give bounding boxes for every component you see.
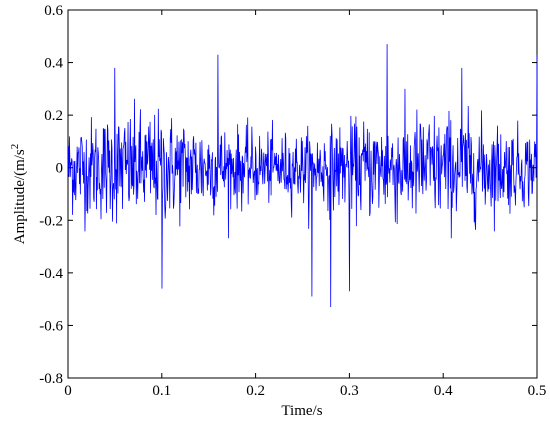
y-tick-label: -0.6 xyxy=(39,318,63,334)
x-tick-label: 0.4 xyxy=(434,383,453,399)
y-tick-label: -0.4 xyxy=(39,266,63,282)
series-line-group xyxy=(67,44,538,308)
y-axis-ticks: -0.8 -0.6 -0.4 -0.2 0 0.2 0.4 0.6 xyxy=(39,3,537,387)
plot-area xyxy=(67,9,538,379)
x-tick-label: 0 xyxy=(64,383,72,399)
x-tick-label: 0.5 xyxy=(528,383,547,399)
x-axis-label: Time/s xyxy=(281,403,322,419)
y-tick-label: -0.8 xyxy=(39,371,63,387)
y-tick-label: 0 xyxy=(56,161,64,177)
y-tick-label: 0.2 xyxy=(44,108,63,124)
y-axis-label-main: Amplitude/(m/s xyxy=(12,149,28,244)
y-axis-label-superscript: 2 xyxy=(9,144,21,150)
y-tick-label: -0.2 xyxy=(39,213,63,229)
y-tick-label: 0.6 xyxy=(44,3,63,19)
y-axis-label: Amplitude/(m/s2 xyxy=(9,144,28,245)
series-line xyxy=(67,44,538,308)
x-axis-ticks: 0 0.1 0.2 0.3 0.4 0.5 xyxy=(64,10,546,399)
x-tick-label: 0.2 xyxy=(246,383,265,399)
x-tick-label: 0.1 xyxy=(152,383,171,399)
x-tick-label: 0.3 xyxy=(340,383,359,399)
y-tick-label: 0.4 xyxy=(44,56,63,72)
